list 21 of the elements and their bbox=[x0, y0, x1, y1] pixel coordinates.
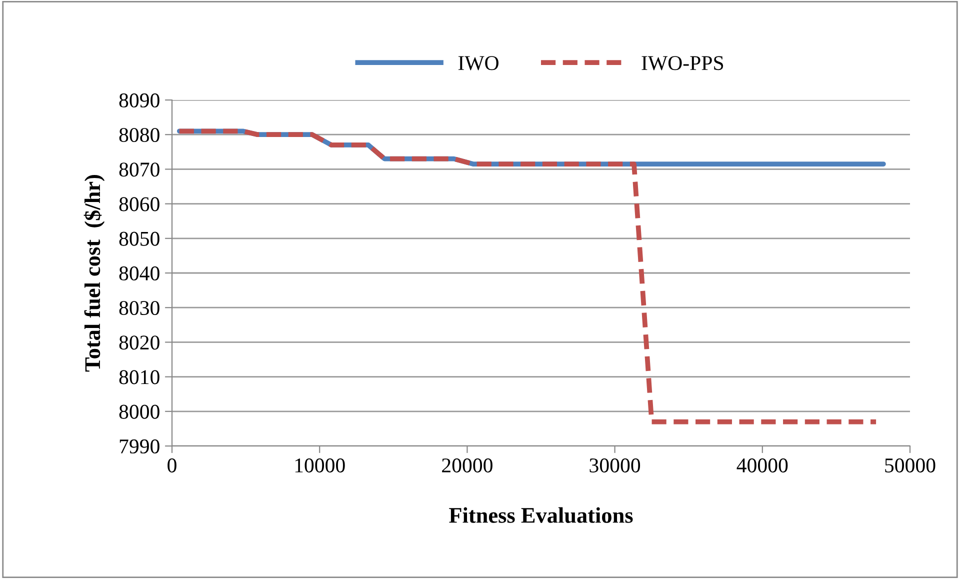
x-tick-label: 30000 bbox=[590, 458, 640, 472]
y-tick-label: 8080 bbox=[119, 128, 160, 142]
y-tick-label: 8000 bbox=[119, 404, 160, 419]
y-tick-label: 8020 bbox=[119, 336, 160, 350]
legend-label: IWO-PPS bbox=[642, 56, 724, 70]
y-tick-label: 8060 bbox=[119, 197, 160, 212]
y-tick-label: 8090 bbox=[119, 93, 160, 108]
x-tick-label: 20000 bbox=[442, 458, 492, 472]
x-axis-title: Fitness Evaluations bbox=[449, 507, 633, 523]
y-tick-label: 7990 bbox=[120, 439, 160, 454]
y-tick-label: 8030 bbox=[119, 300, 160, 316]
y-tick-label: 8040 bbox=[119, 266, 160, 280]
x-tick-label: 50000 bbox=[885, 458, 936, 472]
y-tick-label: 8070 bbox=[119, 162, 160, 177]
x-tick-label: 0 bbox=[168, 458, 176, 472]
legend-label: IWO bbox=[458, 56, 498, 70]
x-tick-label: 40000 bbox=[736, 458, 788, 472]
y-axis-title: Total fuel cost ($/hr) bbox=[84, 175, 105, 372]
x-tick-label: 10000 bbox=[295, 458, 345, 472]
y-tick-label: 8050 bbox=[119, 232, 160, 246]
y-tick-label: 8010 bbox=[119, 370, 160, 384]
